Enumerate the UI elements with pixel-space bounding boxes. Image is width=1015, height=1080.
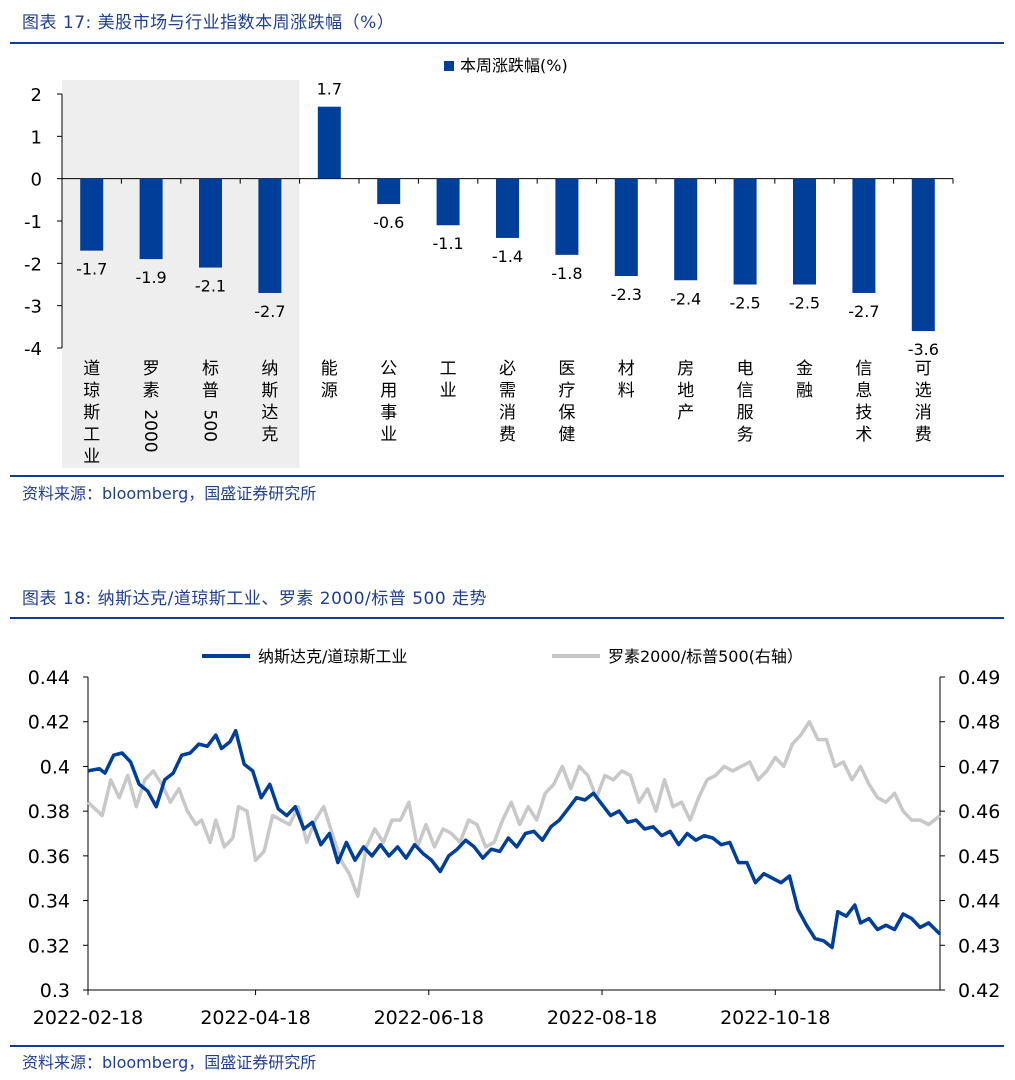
x-tick-label: 材料 [618, 359, 635, 401]
left-tick-label: 0.32 [28, 935, 70, 957]
left-tick-label: 0.34 [28, 891, 70, 913]
x-axis-labels: 道琼斯工业 罗素 2000 标普 500 纳斯达克 能源 公用事业 工业 必需消费 医疗保健 材料房地… [83, 359, 932, 467]
x-tick-label: 工业 [440, 359, 457, 401]
figure-18-bottom-rule [10, 1045, 1004, 1047]
legend: 纳斯达克/道琼斯工业 罗素2000/标普500(右轴） [202, 647, 803, 666]
y-tick-label: -2 [24, 254, 42, 275]
right-tick-label: 0.45 [958, 846, 1000, 868]
bar [852, 178, 876, 293]
y-tick-label: -3 [24, 297, 42, 318]
y-tick-label: 0 [31, 170, 42, 191]
bar [258, 178, 282, 293]
x-tick-label-number: 500 [200, 410, 220, 442]
right-tick-label: 0.46 [958, 801, 1000, 823]
y-tick-label: -4 [24, 339, 42, 360]
data-label: -1.8 [551, 264, 582, 283]
bar [436, 178, 460, 226]
data-label: -2.5 [789, 294, 820, 313]
left-tick-label: 0.44 [28, 667, 70, 689]
series-line-russell-sp500 [86, 719, 942, 898]
figure-18-top-rule [10, 617, 1004, 619]
bar [911, 178, 935, 332]
bar-chart: 本周涨跌幅(%) 2 1 0 -1 -2 -3 -4 -1.7 -1.9 -2.1 -2.7 1.7… [24, 56, 954, 468]
x-tick-label: 可选消费 [915, 359, 932, 445]
bar [555, 178, 579, 255]
bar [199, 178, 222, 268]
right-tick-label: 0.42 [958, 980, 1000, 1002]
figure-17-bottom-rule [10, 475, 1004, 477]
x-tick-label: 纳斯达克 [261, 359, 278, 445]
bars: -1.7 -1.9 -2.1 -2.7 1.7 -0.6 -1.1 -1.4 -1.8 -2.3 -… [76, 80, 939, 359]
data-label: -1.1 [432, 234, 463, 253]
data-label: -1.4 [492, 247, 523, 266]
bar [377, 178, 401, 205]
line-chart: 纳斯达克/道琼斯工业 罗素2000/标普500(右轴） 0.440.420.40… [28, 647, 1001, 1029]
figure-17-title: 图表 17: 美股市场与行业指数本周涨跌幅（%） [22, 13, 395, 33]
data-label: -2.5 [729, 294, 760, 313]
x-tick-label: 能源 [321, 359, 338, 401]
legend: 本周涨跌幅(%) [444, 56, 568, 75]
data-label: -2.7 [848, 302, 879, 321]
x-tick-label: 2022-08-18 [547, 1007, 657, 1029]
data-label: -1.7 [76, 260, 107, 279]
y-tick-label: 2 [31, 85, 42, 106]
x-tick-label: 公用事业 [380, 359, 397, 445]
axes: 0.44 0.42 0.4 0.38 0.36 0.34 0.32 0.3 0.49 0.48 0.… [28, 667, 1001, 1029]
left-tick-label: 0.3 [40, 980, 70, 1002]
figure-17-source: 资料来源：bloomberg，国盛证券研究所 [22, 484, 317, 503]
legend-swatch [444, 61, 454, 71]
right-tick-label: 0.48 [958, 712, 1000, 734]
right-tick-label: 0.44 [958, 891, 1000, 913]
right-tick-label: 0.49 [958, 667, 1000, 689]
left-tick-label: 0.42 [28, 712, 70, 734]
bar [317, 106, 341, 179]
left-tick-label: 0.38 [28, 801, 70, 823]
legend-label-russell: 罗素2000/标普500(右轴） [608, 647, 803, 666]
data-label: -1.9 [135, 268, 166, 287]
right-tick-label: 0.47 [958, 756, 1000, 778]
figure-17-top-rule [10, 42, 1004, 44]
data-label: 1.7 [317, 80, 342, 99]
bar [496, 178, 519, 238]
bar [733, 178, 757, 285]
y-tick-label: 1 [31, 127, 42, 148]
x-tick-label: 信息技术 [855, 359, 872, 445]
x-tick-label: 2022-02-18 [33, 1007, 143, 1029]
data-label: -2.7 [254, 302, 285, 321]
bar [80, 178, 104, 251]
right-tick-label: 0.43 [958, 935, 1000, 957]
x-tick-label-number: 2000 [140, 409, 160, 452]
x-tick-label: 道琼斯工业 [83, 359, 100, 467]
bar [139, 178, 163, 260]
x-tick-label: 医疗保健 [558, 359, 575, 445]
data-label: -3.6 [908, 340, 939, 359]
x-tick-label: 电信服务 [737, 359, 754, 445]
y-tick-label: -1 [24, 212, 42, 233]
data-label: -2.1 [195, 277, 226, 296]
bar [614, 178, 638, 277]
figure-18-source: 资料来源：bloomberg，国盛证券研究所 [22, 1053, 317, 1072]
bar [674, 178, 698, 281]
x-tick-label: 金融 [796, 359, 813, 401]
x-tick-label: 标普 [202, 359, 219, 401]
left-tick-label: 0.36 [28, 846, 70, 868]
figure-18-title: 图表 18: 纳斯达克/道琼斯工业、罗素 2000/标普 500 走势 [22, 589, 488, 609]
legend-label: 本周涨跌幅(%) [460, 56, 568, 75]
data-label: -0.6 [373, 213, 404, 232]
left-tick-label: 0.4 [40, 756, 70, 778]
data-label: -2.4 [670, 289, 701, 308]
x-tick-label: 罗素 [143, 359, 160, 401]
x-tick-label: 2022-06-18 [374, 1007, 484, 1029]
legend-label-nasdaq: 纳斯达克/道琼斯工业 [258, 647, 407, 666]
x-tick-label: 房地产 [677, 359, 694, 423]
x-tick-label: 2022-10-18 [720, 1007, 830, 1029]
bar [793, 178, 816, 285]
x-tick-label: 2022-04-18 [200, 1007, 310, 1029]
data-label: -2.3 [611, 285, 642, 304]
x-tick-label: 必需消费 [499, 359, 516, 445]
series-line-nasdaq-dow [87, 728, 942, 950]
series [86, 719, 942, 950]
